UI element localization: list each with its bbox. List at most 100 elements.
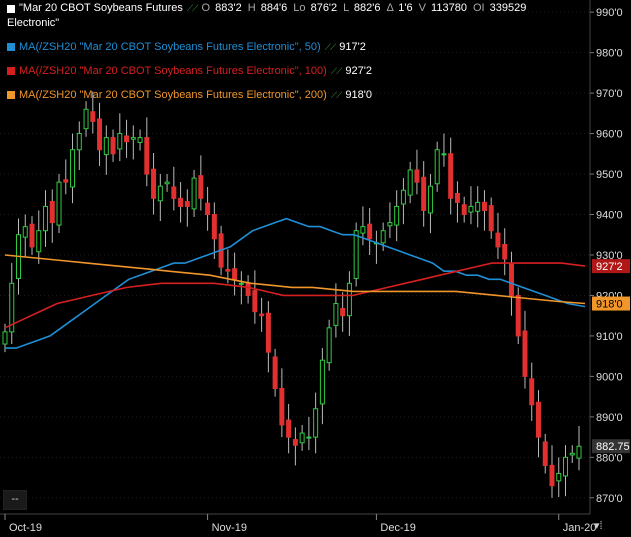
candle-body <box>137 137 143 143</box>
study-settings-icon[interactable]: ⟋⟋ <box>330 65 343 76</box>
candle-body <box>259 313 265 317</box>
quote-value: 884'6 <box>260 2 288 14</box>
study-swatch <box>7 67 15 75</box>
candle-body <box>211 214 217 240</box>
candle-body <box>2 331 8 345</box>
candle-body <box>333 303 339 326</box>
candle-body <box>421 176 427 211</box>
study-value: 918'0 <box>345 88 372 101</box>
candle-body <box>9 282 15 333</box>
candle-body <box>232 268 238 280</box>
candle-body <box>157 185 163 202</box>
candle-body <box>427 185 433 214</box>
candle-body <box>346 282 352 317</box>
chart-legend: "Mar 20 CBOT Soybeans Futures ⟋⟋ O 883'2… <box>0 0 532 107</box>
candle-body <box>529 378 535 406</box>
candle-body <box>542 441 548 466</box>
y-tick-label: 890'0 <box>596 412 623 424</box>
quote-label: OI <box>472 2 488 14</box>
quote-value: 113780 <box>431 2 467 14</box>
candle-body <box>508 263 514 296</box>
y-tick-label: 990'0 <box>596 7 623 19</box>
y-tick-label: 950'0 <box>596 169 623 181</box>
candle-body <box>286 419 292 438</box>
quote-value: 339529 <box>489 2 527 14</box>
candle-body <box>76 133 82 151</box>
candle-body <box>522 330 528 377</box>
candle-body <box>306 436 312 439</box>
candle-body <box>191 177 197 210</box>
candle-body <box>461 204 467 216</box>
study-row[interactable]: MA(/ZSH20 "Mar 20 CBOT Soybeans Futures … <box>0 35 532 59</box>
quote-values: O 883'2 H 884'6 Lo 876'2 L 882'6 Δ 1'6 V 1137… <box>202 1 533 16</box>
candle-body <box>70 149 76 188</box>
x-tick-label: Dec-19 <box>380 522 415 534</box>
x-tick-label: Nov-19 <box>212 522 247 534</box>
candle-body <box>144 137 150 175</box>
candle-body <box>454 192 460 203</box>
price-tag-label: 918'0 <box>596 299 623 311</box>
candle-body <box>29 223 35 248</box>
candle-body <box>178 197 184 207</box>
collapse-button[interactable]: -- <box>3 490 27 510</box>
study-row[interactable]: MA(/ZSH20 "Mar 20 CBOT Soybeans Futures … <box>0 83 532 107</box>
axis-options-icon[interactable]: ▾⁞ <box>594 520 603 532</box>
candle-body <box>117 133 123 150</box>
y-tick-label: 980'0 <box>596 48 623 60</box>
candle-body <box>326 327 332 364</box>
candle-body <box>569 452 575 456</box>
quote-label: L <box>343 2 352 14</box>
symbol-swatch <box>7 4 15 13</box>
y-tick-label: 940'0 <box>596 210 623 222</box>
candle-body <box>110 137 116 155</box>
candle-body <box>562 456 568 477</box>
candle-body <box>313 408 319 438</box>
study-list: MA(/ZSH20 "Mar 20 CBOT Soybeans Futures … <box>0 35 532 107</box>
candle-body <box>535 401 541 438</box>
candle-body <box>151 168 157 199</box>
candle-body <box>90 111 96 122</box>
candle-body <box>238 282 244 285</box>
candle-body <box>198 175 204 199</box>
candle-body <box>124 135 130 143</box>
y-tick-label: 870'0 <box>596 493 623 505</box>
quote-label: V <box>418 2 430 14</box>
candle-body <box>205 202 211 216</box>
candle-body <box>83 108 89 130</box>
candle-body <box>272 356 278 390</box>
candle-body <box>97 118 103 151</box>
study-settings-icon[interactable]: ⟋⟋ <box>324 41 337 52</box>
candle-body <box>299 432 305 444</box>
y-tick-label: 910'0 <box>596 331 623 343</box>
candle-body <box>400 189 406 205</box>
price-tag <box>592 296 630 311</box>
candle-body <box>171 186 177 199</box>
candle-body <box>468 205 474 213</box>
candle-body <box>495 232 501 248</box>
candle-body <box>36 230 42 253</box>
candle-body <box>130 137 136 140</box>
quote-value: 883'2 <box>215 2 242 14</box>
candle-body <box>43 205 49 232</box>
price-tag <box>592 259 630 274</box>
candle-body <box>225 269 231 272</box>
candle-body <box>164 181 170 185</box>
y-tick-label: 960'0 <box>596 129 623 141</box>
price-tag-label: 882.75 <box>596 441 630 453</box>
candle-body <box>279 388 285 426</box>
candle-body <box>184 201 190 207</box>
quote-label: O <box>201 2 214 14</box>
moving-average-line <box>5 217 586 349</box>
quote-value: 1'6 <box>398 2 413 14</box>
candle-body <box>448 153 454 199</box>
study-swatch <box>7 91 15 99</box>
study-settings-icon[interactable]: ⟋⟋ <box>186 3 199 13</box>
candle-body <box>265 312 271 353</box>
study-settings-icon[interactable]: ⟋⟋ <box>330 89 343 100</box>
candle-body <box>502 243 508 260</box>
study-label: MA(/ZSH20 "Mar 20 CBOT Soybeans Futures … <box>19 88 327 101</box>
candle-body <box>414 169 420 183</box>
quote-label: Δ <box>386 2 397 14</box>
study-row[interactable]: MA(/ZSH20 "Mar 20 CBOT Soybeans Futures … <box>0 59 532 83</box>
